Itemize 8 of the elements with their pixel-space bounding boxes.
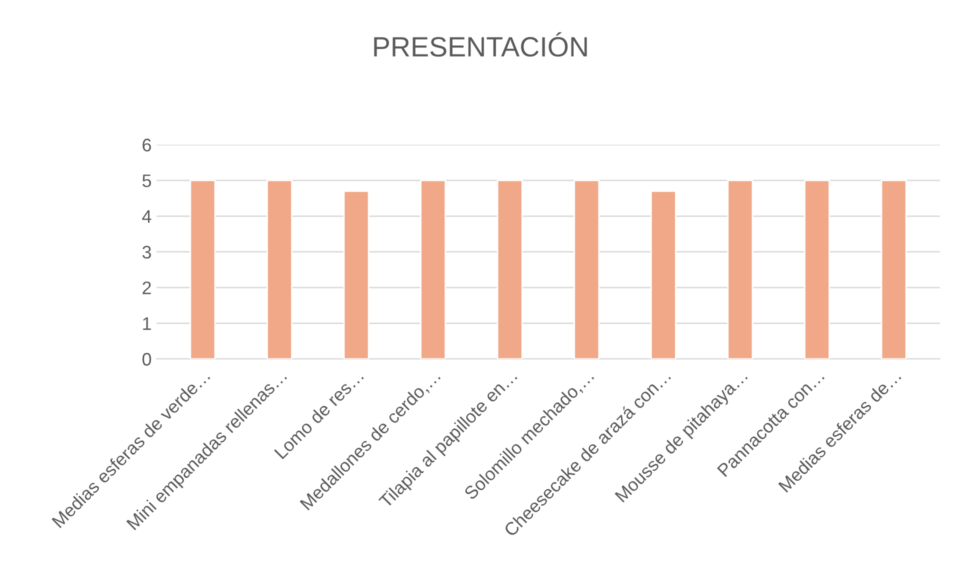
y-tick-label: 0: [142, 352, 152, 366]
y-tick-label: 5: [142, 174, 152, 188]
y-tick-label: 1: [143, 317, 151, 330]
y-tick-label: 3: [142, 246, 151, 259]
y-tick-label: 6: [142, 138, 151, 152]
y-tick-label: 4: [142, 210, 152, 223]
y-tick-label: 2: [142, 282, 151, 294]
chart-title: PRESENTACIÓN: [374, 32, 587, 57]
